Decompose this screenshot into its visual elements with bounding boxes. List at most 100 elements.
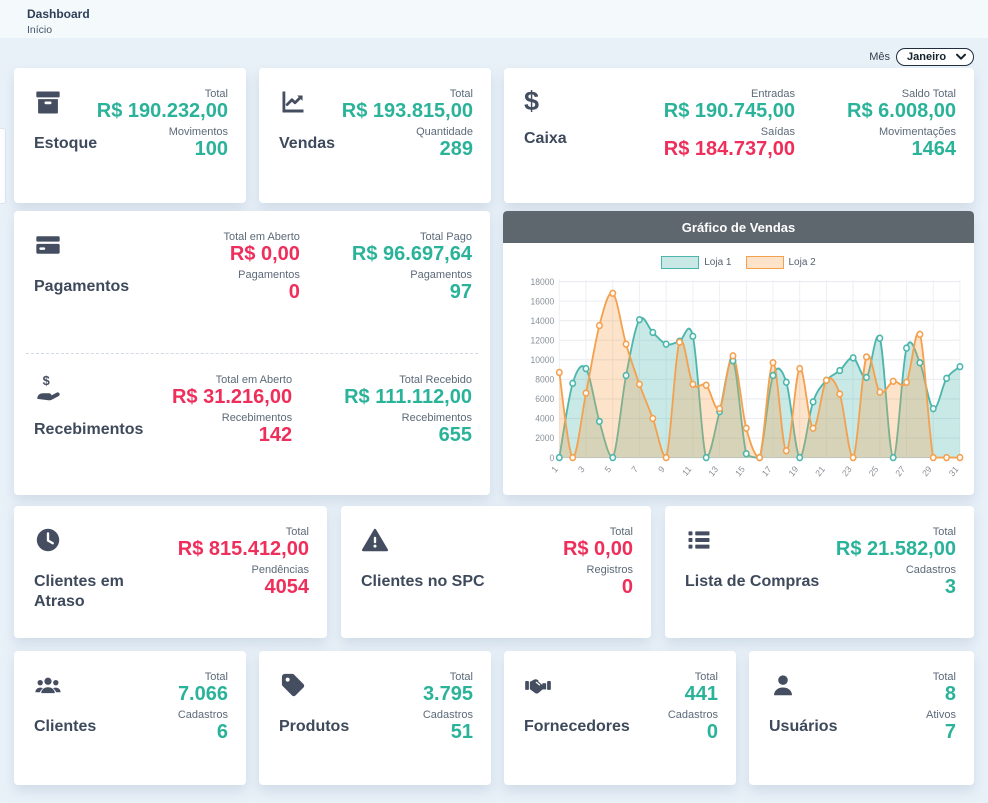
stat-cadastros: Cadastros 51 — [422, 709, 473, 743]
svg-text:3: 3 — [576, 464, 587, 475]
stat-entradas: Entradas R$ 190.745,00 — [663, 88, 796, 122]
svg-text:4000: 4000 — [535, 413, 554, 423]
card-clientes-no-spc: Clientes no SPC Total R$ 0,00 Registros … — [341, 506, 651, 638]
card-caixa: $ Caixa Entradas R$ 190.745,00 Saídas R$… — [504, 68, 974, 203]
svg-text:15: 15 — [733, 464, 747, 478]
card-vendas: Vendas Total R$ 193.815,00 Quantidade 28… — [259, 68, 491, 203]
card-produtos: Produtos Total 3.795 Cadastros 51 — [259, 651, 491, 785]
hand-holding-dollar-icon: $ — [34, 374, 62, 402]
svg-text:29: 29 — [920, 464, 934, 478]
month-filter: Mês Janeiro — [869, 47, 974, 66]
stat-saidas: Saídas R$ 184.737,00 — [663, 126, 796, 160]
stat-quantidade: Quantidade 289 — [416, 126, 473, 160]
stat-saldo-total: Saldo Total R$ 6.008,00 — [847, 88, 956, 122]
card-lista-de-compras: Lista de Compras Total R$ 21.582,00 Cada… — [665, 506, 974, 638]
svg-text:6000: 6000 — [535, 394, 554, 404]
stat-total: Total R$ 193.815,00 — [341, 88, 473, 122]
card-title: Vendas — [279, 135, 336, 152]
card-title: Pagamentos — [34, 278, 130, 295]
breadcrumb: Início — [27, 24, 53, 36]
card-title: Lista de Compras — [685, 573, 820, 590]
card-usuarios: Usuários Total 8 Ativos 7 — [749, 651, 974, 785]
legend-swatch-loja-2 — [745, 255, 784, 269]
card-title: Caixa — [524, 130, 567, 147]
stat-pendencias: Pendências 4054 — [251, 564, 310, 598]
month-select[interactable]: Janeiro — [896, 48, 974, 66]
page-header: Dashboard Início — [0, 0, 988, 38]
legend-loja-1[interactable]: Loja 1 — [661, 255, 732, 269]
svg-text:9: 9 — [656, 464, 667, 475]
svg-text:13: 13 — [707, 464, 721, 478]
warning-icon — [361, 526, 389, 554]
card-title: Recebimentos — [34, 420, 144, 438]
stat-total: Total R$ 815.412,00 — [177, 526, 309, 560]
clock-icon — [34, 526, 62, 554]
sales-chart[interactable]: 0 2000 4000 6000 8000 10000 12000 14000 16000 180… — [511, 273, 966, 493]
card-title: Clientes em Atraso — [34, 573, 124, 610]
legend-loja-2[interactable]: Loja 2 — [745, 255, 816, 269]
svg-text:12000: 12000 — [531, 335, 555, 345]
chart-line-icon — [279, 88, 307, 116]
stat-total: Total R$ 21.582,00 — [835, 526, 956, 560]
user-icon — [769, 671, 797, 699]
stat-total: Total 3.795 — [422, 671, 473, 705]
chart-title: Gráfico de Vendas — [503, 211, 974, 243]
svg-text:21: 21 — [813, 464, 827, 478]
svg-text:10000: 10000 — [531, 355, 555, 365]
stat-pagamentos-abertos: Pagamentos 0 — [238, 269, 300, 303]
card-title: Clientes — [34, 718, 97, 735]
card-title: Fornecedores — [524, 718, 630, 735]
card-title: Estoque — [34, 135, 98, 152]
svg-text:$: $ — [43, 374, 50, 388]
legend-swatch-loja-1 — [661, 255, 700, 269]
card-clientes: Clientes Total 7.066 Cadastros 6 — [14, 651, 246, 785]
stat-cadastros: Cadastros 0 — [667, 709, 718, 743]
users-icon — [34, 671, 62, 699]
svg-text:16000: 16000 — [531, 296, 555, 306]
stat-total-em-aberto: Total em Aberto R$ 0,00 — [223, 231, 300, 265]
svg-text:8000: 8000 — [535, 374, 554, 384]
month-filter-label: Mês — [869, 50, 890, 63]
card-pagamentos-recebimentos: Pagamentos Total em Aberto R$ 0,00 Pagam… — [14, 211, 490, 495]
stat-total: Total 8 — [932, 671, 956, 705]
svg-text:23: 23 — [840, 464, 854, 478]
handshake-icon — [524, 671, 552, 699]
tag-icon — [279, 671, 307, 699]
stat-total-em-aberto: Total em Aberto R$ 31.216,00 — [171, 373, 293, 408]
card-title: Clientes no SPC — [361, 573, 485, 590]
left-edge-strip — [0, 128, 6, 204]
dashboard-content: Estoque Total R$ 190.232,00 Movimentos 1… — [14, 68, 974, 785]
svg-text:7: 7 — [629, 464, 640, 475]
card-estoque: Estoque Total R$ 190.232,00 Movimentos 1… — [14, 68, 246, 203]
stat-total-pago: Total Pago R$ 96.697,64 — [351, 231, 472, 265]
stat-movimentos: Movimentos 100 — [168, 126, 228, 160]
credit-card-icon — [34, 231, 62, 259]
section-recebimentos: $ Recebimentos Total em Aberto R$ 31.216… — [14, 354, 490, 496]
svg-text:5: 5 — [603, 464, 614, 475]
svg-text:2000: 2000 — [535, 433, 554, 443]
svg-text:14000: 14000 — [531, 316, 555, 326]
stat-cadastros: Cadastros 3 — [905, 564, 956, 598]
stat-cadastros: Cadastros 6 — [177, 709, 228, 743]
svg-text:0: 0 — [550, 453, 555, 463]
stat-pagamentos-pagos: Pagamentos 97 — [410, 269, 472, 303]
stat-ativos: Ativos 7 — [926, 709, 956, 743]
svg-text:18000: 18000 — [531, 277, 555, 287]
card-fornecedores: Fornecedores Total 441 Cadastros 0 — [504, 651, 736, 785]
stat-movimentacoes: Movimentações 1464 — [878, 126, 956, 160]
stat-total-recebido: Total Recebido R$ 111.112,00 — [344, 373, 472, 408]
box-icon — [34, 88, 62, 116]
dollar-icon: $ — [524, 86, 540, 116]
svg-text:31: 31 — [947, 464, 961, 478]
page-title: Dashboard — [27, 7, 90, 21]
card-grafico-vendas: Gráfico de Vendas Loja 1 Loja 2 0 2000 400… — [503, 211, 974, 495]
stat-total: Total R$ 0,00 — [562, 526, 633, 560]
svg-text:17: 17 — [760, 464, 774, 478]
svg-text:1: 1 — [549, 464, 560, 475]
stat-registros: Registros 0 — [586, 564, 633, 598]
card-clientes-em-atraso: Clientes em Atraso Total R$ 815.412,00 P… — [14, 506, 327, 638]
svg-text:25: 25 — [867, 464, 881, 478]
card-title: Produtos — [279, 718, 350, 735]
chart-legend: Loja 1 Loja 2 — [511, 251, 966, 273]
stat-total: Total 7.066 — [177, 671, 228, 705]
